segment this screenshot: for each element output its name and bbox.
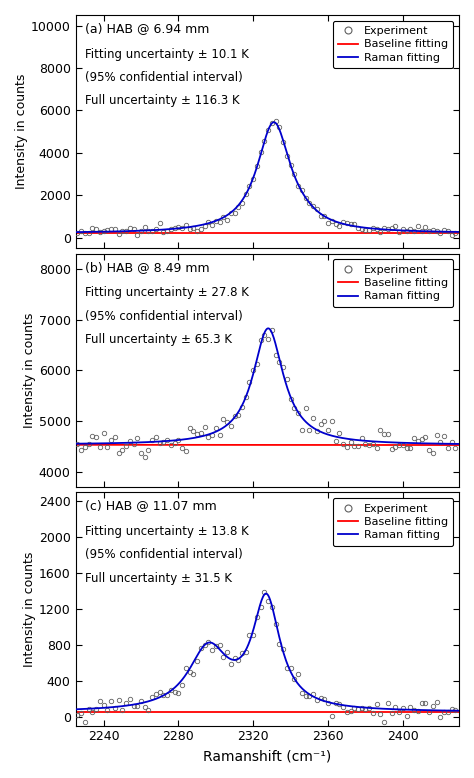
Y-axis label: Intensity in counts: Intensity in counts — [23, 313, 36, 428]
Legend: Experiment, Baseline fitting, Raman fitting: Experiment, Baseline fitting, Raman fitt… — [333, 498, 454, 545]
Text: Full uncertainty ± 31.5 K: Full uncertainty ± 31.5 K — [85, 572, 232, 585]
Y-axis label: Intensity in counts: Intensity in counts — [23, 552, 36, 667]
Y-axis label: Intensity in counts: Intensity in counts — [15, 74, 28, 189]
Legend: Experiment, Baseline fitting, Raman fitting: Experiment, Baseline fitting, Raman fitt… — [333, 20, 454, 68]
Text: Full uncertainty ± 116.3 K: Full uncertainty ± 116.3 K — [85, 94, 240, 107]
Text: (95% confidential interval): (95% confidential interval) — [85, 548, 243, 562]
Text: (95% confidential interval): (95% confidential interval) — [85, 71, 243, 84]
Text: (c) HAB @ 11.07 mm: (c) HAB @ 11.07 mm — [85, 499, 217, 513]
X-axis label: Ramanshift (cm⁻¹): Ramanshift (cm⁻¹) — [203, 749, 331, 763]
Text: Full uncertainty ± 65.3 K: Full uncertainty ± 65.3 K — [85, 333, 232, 346]
Text: Fitting uncertainty ± 10.1 K: Fitting uncertainty ± 10.1 K — [85, 47, 249, 61]
Text: (b) HAB @ 8.49 mm: (b) HAB @ 8.49 mm — [85, 261, 210, 274]
Text: Fitting uncertainty ± 27.8 K: Fitting uncertainty ± 27.8 K — [85, 286, 249, 300]
Text: (95% confidential interval): (95% confidential interval) — [85, 310, 243, 323]
Legend: Experiment, Baseline fitting, Raman fitting: Experiment, Baseline fitting, Raman fitt… — [333, 259, 454, 307]
Text: Fitting uncertainty ± 13.8 K: Fitting uncertainty ± 13.8 K — [85, 525, 249, 538]
Text: (a) HAB @ 6.94 mm: (a) HAB @ 6.94 mm — [85, 22, 210, 35]
